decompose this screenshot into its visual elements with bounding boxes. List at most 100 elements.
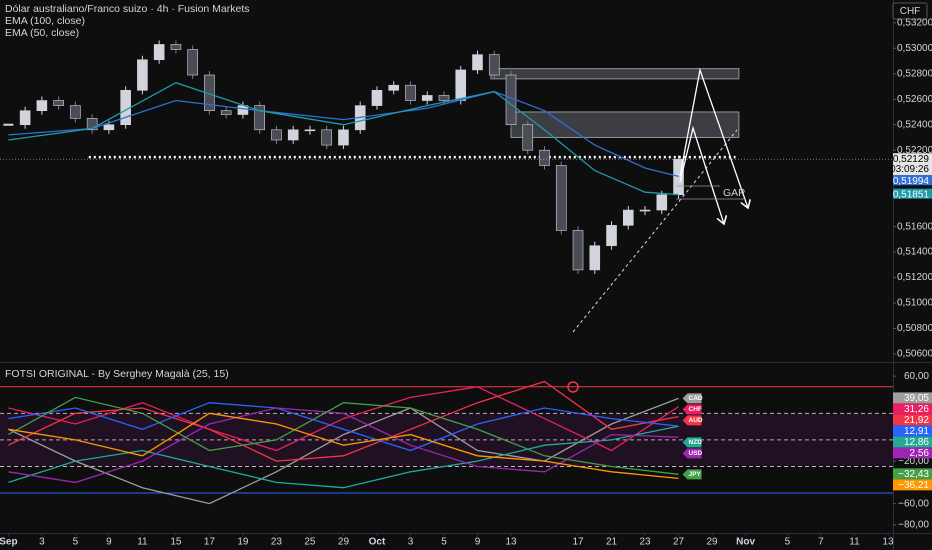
countdown: 03:09:26 [890, 164, 929, 175]
x-tick-label: 29 [338, 537, 350, 548]
candle [622, 209, 634, 226]
legend-entry: EMA (50, close) [5, 27, 79, 39]
oscillator-pane [0, 380, 893, 505]
candle [656, 194, 668, 211]
x-tick-label: 21 [606, 537, 618, 548]
price-badge-label: 0,52129 [893, 154, 930, 165]
x-tick-label: Sep [0, 537, 18, 548]
price-pane [0, 40, 893, 274]
currency-label[interactable]: CHF [900, 6, 921, 17]
price-badge-label: 21,92 [904, 415, 929, 426]
x-tick-label: 15 [170, 537, 182, 548]
currency-tag-label: CAD [689, 395, 703, 402]
candle [438, 95, 450, 101]
y-tick-label: 0,53200 [897, 17, 932, 28]
legend-entry: EMA (100, close) [5, 15, 85, 27]
indicator-title: FOTSI ORIGINAL - By Serghey Magalà (25, … [5, 368, 229, 380]
series-line [8, 425, 679, 489]
candle [3, 123, 14, 126]
currency-tag-label: NZD [689, 439, 703, 446]
series-line [8, 90, 679, 178]
candle [455, 69, 467, 101]
y-tick-label: 0,50800 [897, 323, 932, 334]
chart-title: Dólar australiano/Franco suizo · 4h · Fu… [5, 3, 250, 15]
candle [371, 90, 383, 106]
currency-tag-label: AUD [689, 417, 703, 424]
x-tick-label: 9 [106, 537, 112, 548]
price-badge [893, 436, 932, 448]
y-tick-label: 0,52200 [897, 145, 932, 156]
price-badge [893, 479, 932, 491]
candle [388, 84, 400, 91]
x-tick-label: 27 [673, 537, 685, 548]
candle [555, 165, 567, 231]
price-badge-label: 12,91 [904, 426, 929, 437]
axes: Sep 3 5 9 11 15 17 19 23 25 29 Oct 3 5 9 13 17 21 23 27 29 No… [0, 17, 932, 548]
candle [472, 54, 483, 71]
gap-label: GAP [723, 187, 745, 199]
x-tick-label: 7 [818, 537, 824, 548]
series-line [8, 397, 679, 505]
x-tick-label: Nov [736, 537, 755, 548]
y-tick-label: −20,00 [898, 456, 929, 467]
candle [338, 129, 349, 146]
candle [639, 209, 651, 212]
currency-tag [682, 469, 702, 480]
arrow [679, 125, 724, 224]
candle [606, 225, 617, 247]
y-tick-label: 0,52800 [897, 68, 932, 79]
candle [220, 110, 232, 115]
x-tick-label: 25 [304, 537, 316, 548]
series-line [8, 380, 679, 462]
candle [86, 118, 98, 131]
y-tick-label: 0,50600 [897, 349, 932, 360]
series-line [8, 396, 679, 475]
price-badge [893, 153, 932, 176]
currency-tag-label: USD [689, 450, 703, 457]
candle [405, 84, 416, 101]
price-badge-label: 31,26 [904, 404, 929, 415]
series-line [8, 81, 679, 196]
y-tick-label: 0,51200 [897, 272, 932, 283]
currency-tag [682, 415, 702, 426]
price-badge-label: 0,51851 [893, 189, 930, 200]
price-badge-label: 0,51994 [893, 176, 930, 187]
candle [103, 124, 115, 131]
currency-tag-label: JPY [689, 471, 702, 478]
y-tick-label: 0,51000 [897, 298, 932, 309]
x-tick-label: 13 [882, 537, 894, 548]
x-tick-label: 17 [204, 537, 216, 548]
candle [36, 100, 48, 112]
price-badge-label: −32,43 [898, 469, 929, 480]
y-tick-label: 0,53000 [897, 43, 932, 54]
x-tick-label: 17 [572, 537, 584, 548]
price-badge [893, 468, 932, 480]
candle [572, 230, 584, 271]
candle [254, 105, 265, 131]
x-tick-label: 3 [408, 537, 414, 548]
candle [589, 245, 601, 271]
y-tick-label: 0,52400 [897, 119, 932, 130]
candle [53, 100, 64, 106]
y-tick-label: 0,52600 [897, 94, 932, 105]
price-badge-label: 12,86 [904, 437, 929, 448]
x-tick-label: 19 [237, 537, 249, 548]
neutral-band [0, 413, 893, 467]
currency-box[interactable] [892, 2, 928, 20]
price-badge-label: 2,56 [910, 448, 930, 459]
x-tick-label: Oct [369, 537, 386, 548]
candle [137, 59, 148, 91]
candle [153, 44, 165, 61]
y-tick-label: 60,00 [904, 371, 929, 382]
x-tick-label: 9 [475, 537, 481, 548]
x-tick-label: 13 [505, 537, 517, 548]
arrow [679, 67, 748, 208]
candle [321, 129, 333, 146]
candle [187, 49, 198, 76]
candle [70, 105, 81, 119]
x-tick-label: 23 [271, 537, 283, 548]
candle [304, 129, 316, 132]
series-line [8, 402, 679, 452]
x-tick-label: 5 [441, 537, 447, 548]
